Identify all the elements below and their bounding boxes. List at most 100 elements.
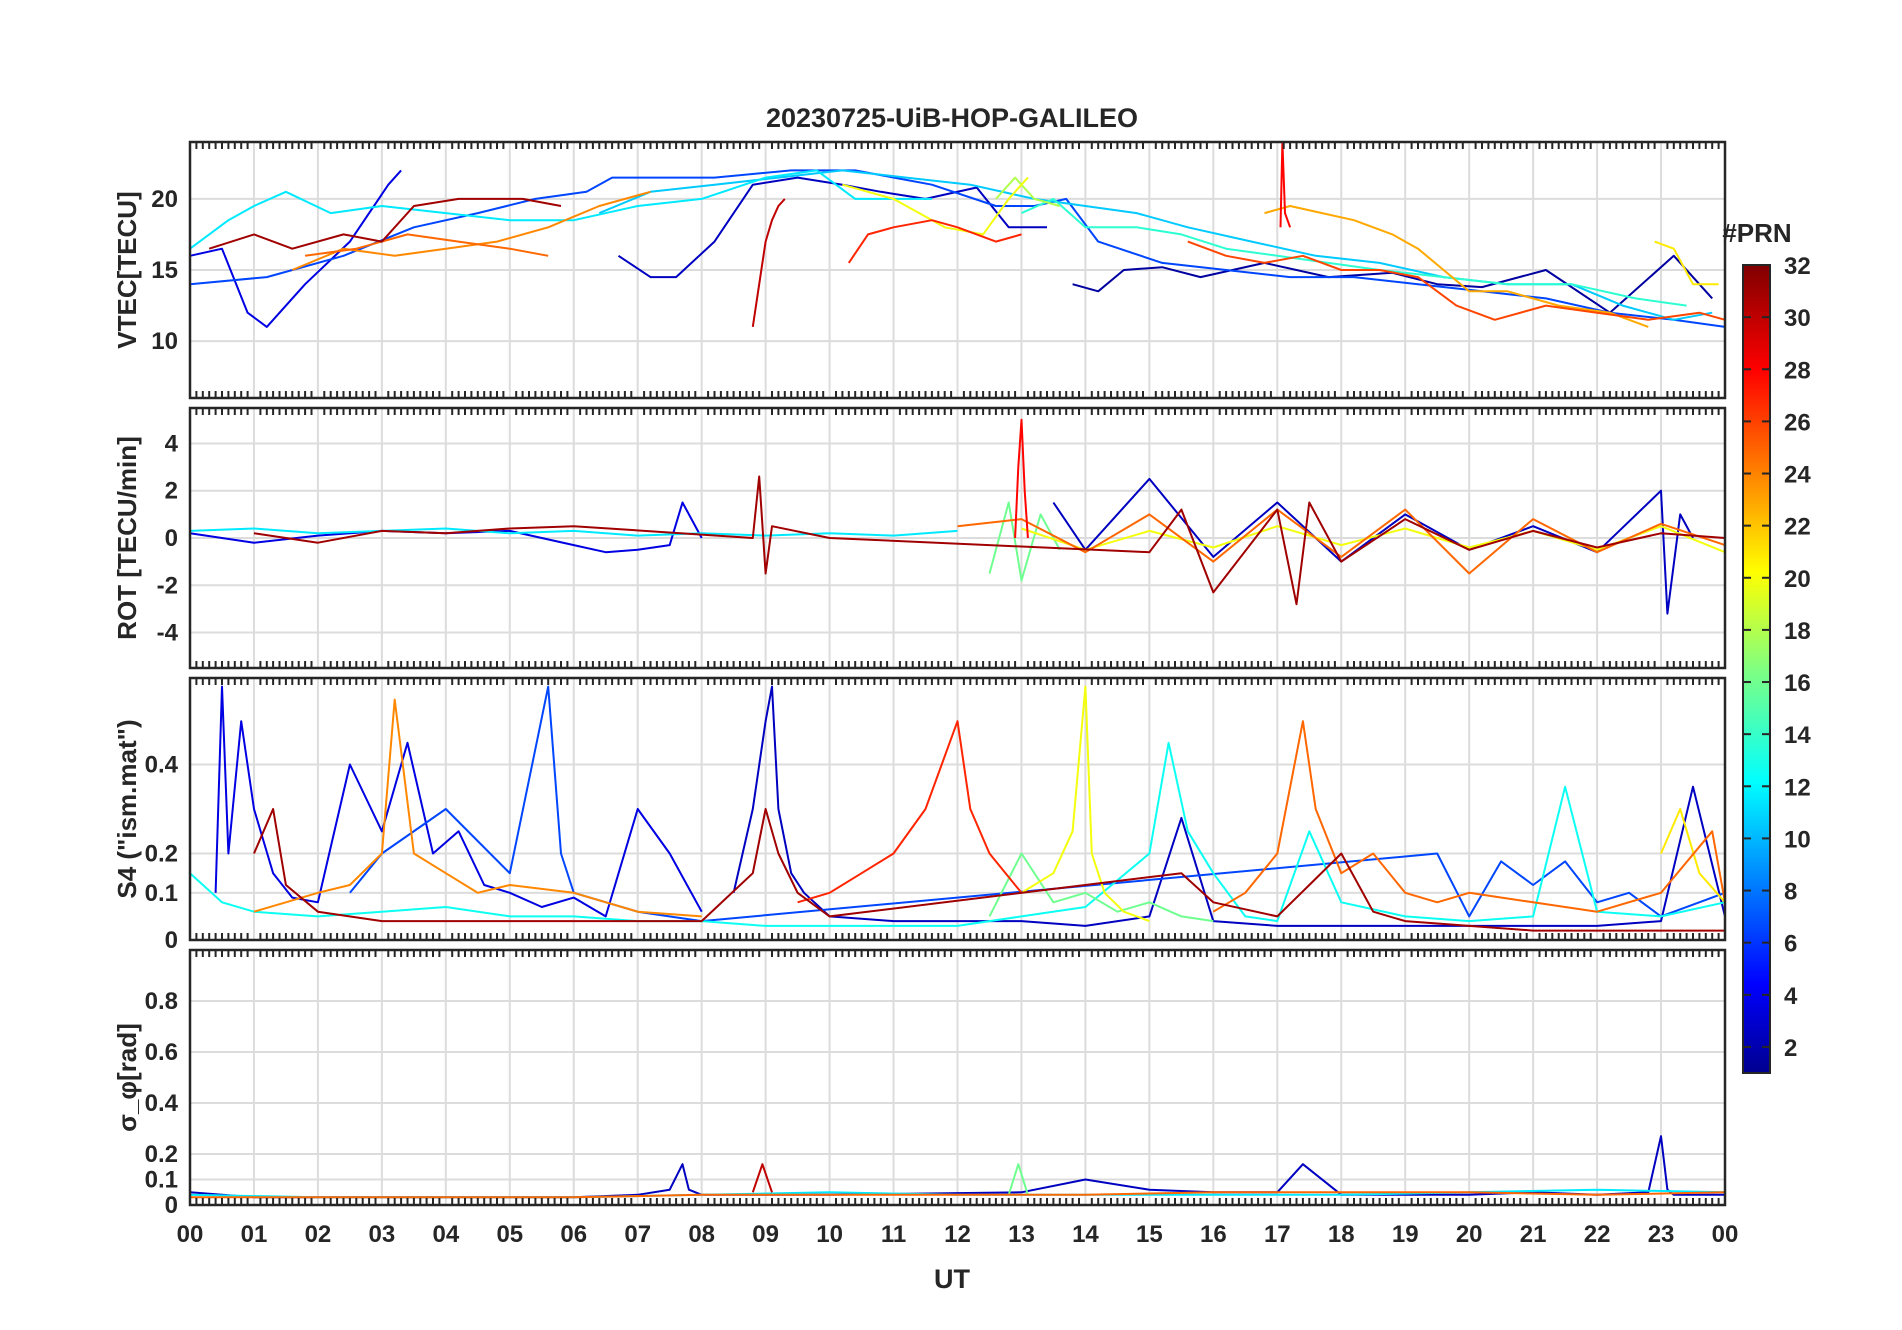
- series-prn-16: [988, 852, 1214, 923]
- x-tick-label: 18: [1328, 1221, 1355, 1248]
- series-prn-14: [1021, 197, 1687, 307]
- x-tick-label: 05: [496, 1221, 523, 1248]
- series-prn-4: [189, 501, 703, 554]
- series-prn-13: [189, 741, 1726, 927]
- series-prn-7: [349, 685, 1726, 923]
- x-tick-label: 08: [688, 1221, 715, 1248]
- x-tick-label: 12: [944, 1221, 971, 1248]
- series-prn-27: [847, 219, 1022, 264]
- series-prn-25: [304, 233, 549, 257]
- x-tick-label: 00: [1712, 1221, 1739, 1248]
- x-axis: 00 01 02 03 04 05 06 07 08 09 10 11 12 13 14 15 16 17 18 19…: [177, 1221, 1739, 1248]
- colorbar-tick-label: 4: [1784, 983, 1798, 1010]
- colorbar-tick-label: 6: [1784, 931, 1797, 958]
- y-tick-label: 0.1: [145, 1167, 178, 1194]
- y-axis-label: σ_φ[rad]: [112, 1023, 142, 1132]
- y-tick-label: 2: [165, 478, 178, 505]
- x-tick-label: 04: [432, 1221, 459, 1248]
- series-prn-28: [1279, 141, 1292, 228]
- panel-frame: [188, 406, 1727, 670]
- y-tick-label: 15: [151, 257, 178, 284]
- series-prn-21: [1654, 240, 1719, 286]
- y-axis-label: VTEC[TECU]: [112, 191, 142, 348]
- x-tick-label: 11: [881, 1221, 906, 1248]
- y-tick-label: 0.8: [145, 988, 178, 1015]
- series-prn-24: [253, 698, 702, 918]
- colorbar-tick-label: 20: [1784, 566, 1811, 593]
- minor-ticks: [195, 678, 1720, 940]
- series-prn-4: [189, 169, 402, 328]
- y-axis-label: ROT [TECU/min]: [112, 436, 142, 640]
- series-prn-30: [751, 1163, 773, 1193]
- y-tick-label: 4: [165, 430, 179, 457]
- series-prn-16: [1007, 1163, 1029, 1196]
- y-tick-label: -2: [157, 572, 178, 599]
- y-tick-label: -4: [157, 620, 179, 647]
- colorbar-tick-label: 26: [1784, 409, 1811, 436]
- series-prn-3: [617, 176, 1047, 279]
- x-tick-label: 16: [1200, 1221, 1227, 1248]
- series-prn-28: [1014, 418, 1029, 539]
- panels-group: 10 15 20 VTEC[TECU] -4 -2 0 2 4 ROT [TECU/min] 0 0.…: [112, 140, 1727, 1219]
- colorbar-gradient: [1742, 264, 1771, 1074]
- chart-title: 20230725-UiB-HOP-GALILEO: [766, 103, 1138, 133]
- series-prn-12: [189, 169, 932, 250]
- y-tick-label: 0.2: [145, 841, 178, 868]
- panel-4: 00.10.2 0.4 0.6 0.8σ_φ[rad]: [112, 948, 1727, 1219]
- colorbar-tick-label: 32: [1784, 253, 1811, 280]
- series-prn-3: [732, 685, 1726, 927]
- minor-ticks: [195, 950, 1720, 1205]
- y-tick-label: 0: [165, 927, 178, 954]
- series-prn-25: [190, 1191, 1726, 1199]
- x-tick-label: 17: [1264, 1221, 1291, 1248]
- series-prn-12: [189, 527, 958, 537]
- x-tick-label: 13: [1008, 1221, 1035, 1248]
- series-prn-2: [1072, 254, 1713, 314]
- x-tick-label: 22: [1584, 1221, 1611, 1248]
- y-tick-label: 0.4: [145, 1090, 179, 1117]
- x-axis-label: UT: [934, 1264, 970, 1294]
- series-prn-24: [291, 190, 651, 271]
- x-tick-label: 21: [1520, 1221, 1547, 1248]
- series-prn-21: [1660, 808, 1726, 903]
- y-tick-label: 0.1: [145, 880, 178, 907]
- x-tick-label: 02: [305, 1221, 332, 1248]
- minor-ticks: [195, 408, 1720, 668]
- series-prn-3: [1052, 477, 1694, 615]
- colorbar-tick-label: 16: [1784, 670, 1811, 697]
- panel-1: 10 15 20 VTEC[TECU]: [112, 140, 1727, 400]
- colorbar-tick-label: 18: [1784, 618, 1811, 645]
- series-prn-27: [797, 720, 1023, 904]
- y-tick-label: 0.2: [145, 1141, 178, 1168]
- x-tick-label: 01: [241, 1221, 268, 1248]
- y-tick-label: 20: [151, 186, 178, 213]
- series-prn-25: [1212, 720, 1726, 913]
- y-axis-label: S4 ("ism.mat"): [112, 719, 142, 898]
- x-tick-label: 19: [1392, 1221, 1419, 1248]
- y-tick-label: 0.4: [145, 751, 179, 778]
- colorbar-tick-label: 8: [1784, 879, 1797, 906]
- series-prn-23: [1264, 205, 1649, 328]
- series-prn-20: [842, 176, 1029, 236]
- series-prn-7: [189, 169, 1726, 328]
- series-prn-31: [253, 808, 1725, 932]
- x-tick-label: 03: [369, 1221, 396, 1248]
- y-tick-label: 0: [165, 525, 178, 552]
- colorbar-tick-label: 12: [1784, 774, 1811, 801]
- series-prn-4: [214, 685, 703, 918]
- x-tick-label: 14: [1072, 1221, 1099, 1248]
- series-prn-25: [957, 508, 1726, 575]
- colorbar-tick-label: 22: [1784, 514, 1811, 541]
- x-tick-label: 07: [624, 1221, 651, 1248]
- colorbar-tick-label: 2: [1784, 1035, 1797, 1062]
- series-prn-30: [751, 198, 786, 328]
- series-prn-16: [988, 501, 1061, 582]
- colorbar-tick-label: 24: [1784, 462, 1811, 489]
- x-tick-label: 20: [1456, 1221, 1483, 1248]
- minor-ticks: [195, 142, 1720, 398]
- series-prn-20: [1020, 685, 1150, 923]
- y-tick-label: 10: [151, 328, 178, 355]
